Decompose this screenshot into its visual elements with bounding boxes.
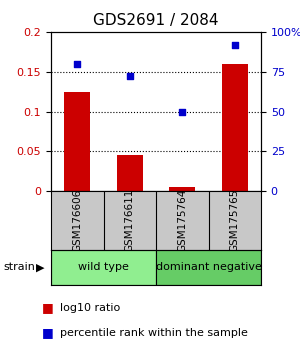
Bar [117, 155, 143, 191]
Text: ■: ■ [42, 302, 54, 314]
Point [128, 74, 132, 79]
Text: strain: strain [3, 262, 35, 272]
Bar [169, 187, 195, 191]
Text: ■: ■ [42, 326, 54, 339]
Text: GSM176606: GSM176606 [72, 189, 82, 252]
Point [75, 61, 80, 67]
Point [232, 42, 237, 47]
Text: wild type: wild type [78, 262, 129, 272]
Bar [64, 92, 90, 191]
Text: GSM175765: GSM175765 [230, 189, 240, 252]
Bar [51, 250, 156, 285]
Bar [156, 250, 261, 285]
Title: GDS2691 / 2084: GDS2691 / 2084 [93, 13, 219, 28]
Point [180, 109, 185, 114]
Text: percentile rank within the sample: percentile rank within the sample [60, 328, 248, 338]
Text: log10 ratio: log10 ratio [60, 303, 120, 313]
Bar [222, 64, 248, 191]
Text: dominant negative: dominant negative [156, 262, 261, 272]
Text: ▶: ▶ [36, 262, 44, 272]
Text: GSM175764: GSM175764 [177, 189, 187, 252]
Text: GSM176611: GSM176611 [125, 189, 135, 252]
